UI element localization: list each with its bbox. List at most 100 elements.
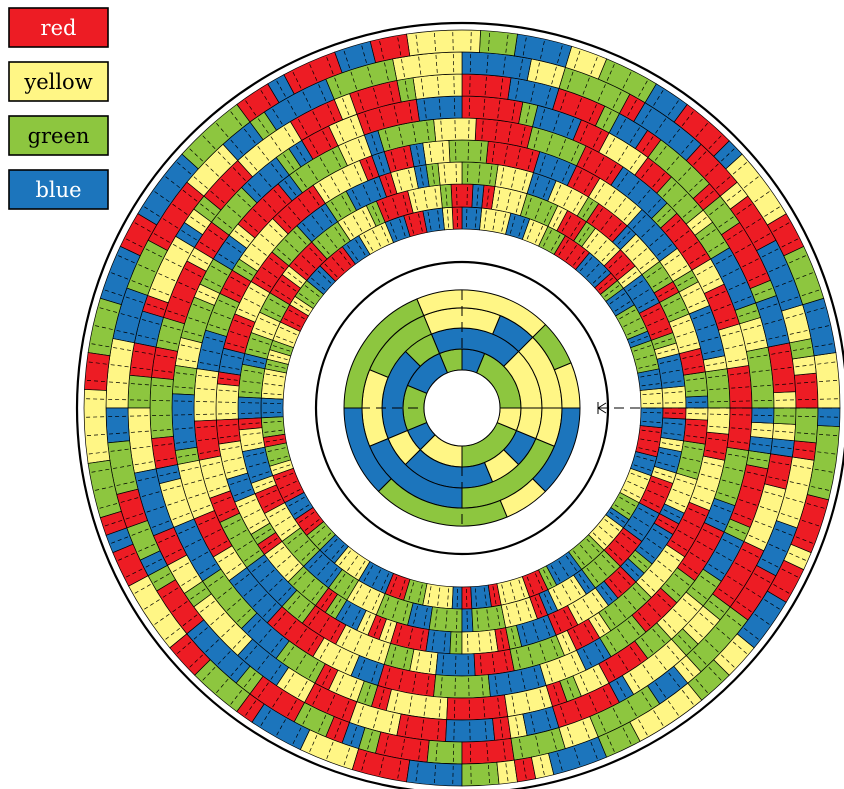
segment-tick — [604, 610, 616, 626]
segment-tick — [111, 272, 129, 280]
segment-tick — [353, 164, 362, 182]
segment-tick — [243, 442, 263, 447]
segment-tick — [736, 601, 752, 613]
segment-tick — [408, 628, 413, 647]
segment-tick — [746, 471, 765, 477]
segment-tick — [706, 450, 725, 454]
segment-tick — [327, 104, 336, 122]
segment-tick — [358, 139, 366, 157]
segment-tick — [318, 715, 327, 732]
segment-tick — [154, 191, 170, 203]
segment-tick — [484, 76, 487, 95]
segment-tick — [726, 614, 742, 627]
segment-tick — [663, 509, 681, 519]
segment-tick — [557, 752, 563, 771]
segment-tick — [621, 271, 638, 284]
segment-tick — [199, 241, 216, 253]
segment-tick — [795, 364, 814, 368]
segment-tick — [727, 230, 743, 241]
segment-tick — [371, 204, 381, 223]
segment-tick — [269, 224, 283, 238]
segment-tick — [641, 637, 653, 653]
segment-tick — [638, 364, 657, 369]
segment-tick — [718, 216, 734, 228]
segment-tick — [350, 726, 357, 745]
segment-tick — [594, 157, 605, 174]
segment-tick — [99, 307, 118, 313]
segment-tick — [193, 304, 211, 312]
segment-tick — [108, 432, 127, 435]
segment-tick — [334, 721, 342, 739]
segment-tick — [678, 167, 692, 181]
segment-tick — [159, 471, 178, 477]
segment-tick — [227, 598, 242, 611]
segment-tick — [621, 532, 638, 545]
segment-tick — [801, 519, 820, 527]
segment-tick — [137, 476, 156, 482]
segment-tick — [190, 588, 206, 600]
segment-tick — [196, 388, 215, 391]
segment-tick — [716, 176, 731, 189]
segment-tick — [415, 34, 419, 53]
segment-tick — [319, 183, 330, 199]
segment-tick — [638, 298, 656, 309]
segment-tick — [172, 244, 189, 254]
outer-segment — [105, 407, 130, 444]
segment-tick — [705, 639, 719, 653]
segment-tick — [729, 372, 748, 376]
segment-tick — [666, 645, 680, 660]
segment-tick — [378, 643, 385, 661]
outer-segment — [83, 389, 111, 464]
segment-tick — [144, 599, 160, 610]
segment-tick — [267, 364, 286, 369]
segment-tick — [617, 145, 629, 162]
segment-tick — [582, 721, 590, 739]
segment-tick — [515, 80, 520, 99]
segment-tick — [178, 526, 196, 534]
segment-tick — [152, 429, 171, 432]
segment-tick — [379, 41, 384, 59]
segment-tick — [260, 710, 271, 726]
segment-tick — [223, 354, 242, 359]
segment-tick — [274, 516, 291, 528]
segment-tick — [402, 603, 409, 623]
segment-tick — [515, 717, 520, 736]
segment-tick — [754, 191, 770, 203]
segment-tick — [623, 489, 640, 498]
segment-tick — [594, 239, 608, 255]
segment-tick — [381, 597, 390, 616]
segment-tick — [487, 32, 491, 51]
segment-tick — [674, 230, 690, 243]
segment-tick — [500, 719, 503, 738]
segment-tick — [543, 618, 551, 636]
segment-tick — [483, 699, 486, 718]
segment-tick — [309, 735, 318, 752]
segment-tick — [423, 100, 427, 119]
segment-tick — [713, 304, 731, 312]
segment-tick — [284, 318, 301, 327]
segment-tick — [336, 124, 344, 142]
segment-tick — [276, 719, 286, 736]
outer-segment — [461, 761, 500, 787]
segment-tick — [478, 164, 481, 183]
segment-tick — [535, 225, 543, 243]
segment-tick — [189, 654, 203, 668]
segment-tick — [265, 373, 284, 378]
segment-tick — [731, 386, 750, 389]
outer-segment — [260, 397, 284, 419]
segment-tick — [152, 520, 170, 528]
segment-tick — [184, 268, 202, 278]
segment-tick — [661, 442, 681, 447]
segment-tick — [789, 552, 806, 561]
segment-tick — [605, 661, 616, 678]
segment-tick — [226, 342, 245, 349]
outer-segment — [794, 407, 819, 444]
segment-tick — [700, 229, 716, 241]
segment-tick — [307, 635, 318, 652]
segment-tick — [249, 519, 266, 529]
segment-tick — [722, 268, 740, 278]
segment-tick — [271, 163, 283, 179]
segment-tick — [367, 66, 373, 85]
segment-tick — [172, 203, 188, 215]
segment-tick — [530, 714, 536, 733]
